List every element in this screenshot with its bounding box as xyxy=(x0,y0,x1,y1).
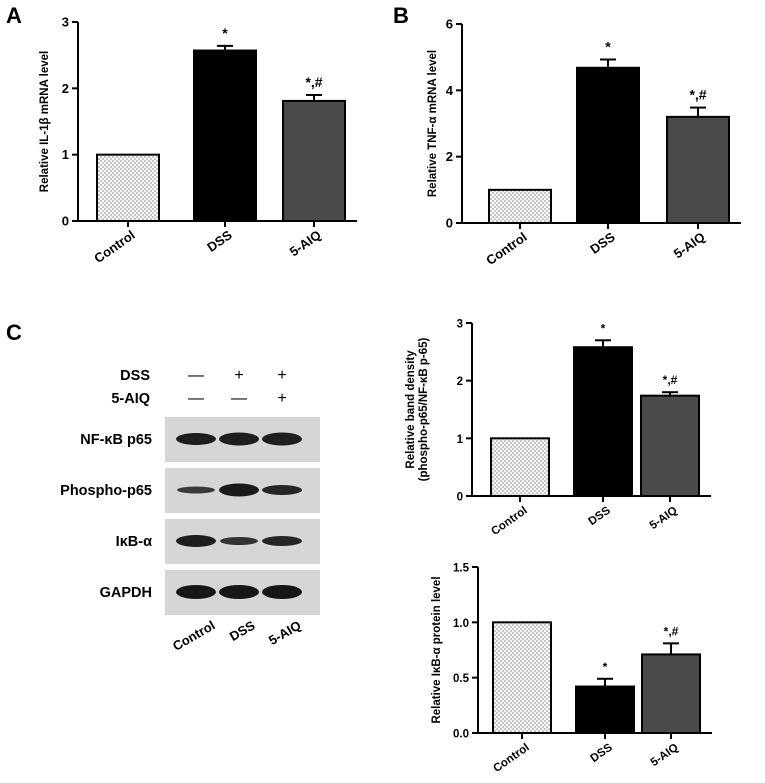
band xyxy=(176,433,216,445)
band xyxy=(262,432,302,446)
bar-dss xyxy=(193,49,257,223)
x-tick-label: Control xyxy=(489,505,529,538)
bar-control xyxy=(490,437,550,498)
significance-mark: *,# xyxy=(305,74,322,90)
band-label-nfkb: NF-κB p65 xyxy=(80,432,152,448)
band xyxy=(220,537,258,545)
x-tick-label: 5-AIQ xyxy=(649,742,681,769)
significance-mark: * xyxy=(605,38,611,54)
band-label-ikba: IκB-α xyxy=(116,534,152,550)
band xyxy=(176,535,216,547)
x-tick-label: Control xyxy=(483,229,529,268)
sign-5aiq-dss: — xyxy=(231,390,247,407)
y-axis-label: Relative TNF-α mRNA level xyxy=(427,50,439,197)
bar-5-aiq xyxy=(282,99,346,222)
y-tick-label: 1 xyxy=(62,147,69,162)
bar-control xyxy=(492,621,552,734)
x-tick-label: 5-AIQ xyxy=(648,505,680,532)
bar-control xyxy=(96,153,160,223)
chart-tnfa: 0 2 4 6 Relative TNF-α mRNA level Control * DSS… xyxy=(427,17,741,268)
panel-letter-c: C xyxy=(6,320,22,345)
sign-dss-5aiq: + xyxy=(277,367,286,384)
sign-dss-dss: + xyxy=(234,367,243,384)
y-tick-label: 6 xyxy=(446,17,453,32)
band-label-phospho: Phospho-p65 xyxy=(60,483,152,499)
x-tick-label: DSS xyxy=(586,504,613,528)
x-tick-label: Control xyxy=(491,742,531,775)
significance-mark: * xyxy=(603,660,608,674)
y-axis-label: Relative IκB-α protein level xyxy=(431,576,443,723)
band xyxy=(219,432,259,446)
bar-5-aiq xyxy=(641,653,701,735)
y-tick-label: 1.5 xyxy=(453,563,470,575)
x-tick-label: 5-AIQ xyxy=(671,229,708,261)
panel-letter-a: A xyxy=(6,3,22,28)
sign-5aiq-5aiq: + xyxy=(277,390,286,407)
band xyxy=(219,483,259,497)
y-tick-label: 4 xyxy=(446,83,454,98)
bar-5-aiq xyxy=(640,394,700,497)
sign-5aiq-control: — xyxy=(188,390,204,407)
band xyxy=(262,585,302,599)
y-axis-label-line2: (phospho-p65/NF-κB p-65) xyxy=(418,337,430,481)
y-axis-label: Relative IL-1β mRNA level xyxy=(39,51,51,192)
band xyxy=(219,585,259,599)
bar-control xyxy=(488,188,552,224)
y-tick-label: 3 xyxy=(457,319,463,331)
y-tick-label: 1.0 xyxy=(453,618,469,630)
y-tick-label: 0 xyxy=(457,492,463,504)
treatment-label-dss: DSS xyxy=(120,368,150,384)
y-tick-label: 2 xyxy=(62,81,69,96)
y-tick-label: 0.5 xyxy=(453,673,470,685)
x-tick-label: DSS xyxy=(588,741,615,765)
band xyxy=(262,485,302,495)
bar-5-aiq xyxy=(666,115,730,224)
chart-ikba-protein: 0.0 0.5 1.0 1.5 Relative IκB-α protein level… xyxy=(431,563,712,775)
chart-band-density: 0 1 2 3 Relative band density (phospho-p65/NF… xyxy=(405,319,711,538)
significance-mark: * xyxy=(601,321,606,335)
chart-il1b: 0 1 2 3 Relative IL-1β mRNA level Control * DSS… xyxy=(39,15,357,266)
bar-dss xyxy=(576,66,640,224)
x-tick-label: DSS xyxy=(204,227,235,255)
x-tick-label: 5-AIQ xyxy=(287,227,324,259)
y-tick-label: 3 xyxy=(62,15,69,30)
y-tick-label: 2 xyxy=(446,149,453,164)
band xyxy=(262,536,302,546)
western-blot: DSS 5-AIQ — + + — — + NF-κB p65 Phospho-… xyxy=(60,367,320,654)
band xyxy=(176,585,216,599)
sign-dss-control: — xyxy=(188,367,204,384)
band xyxy=(177,486,215,494)
x-tick-label: Control xyxy=(91,227,137,266)
lane-label-dss: DSS xyxy=(227,617,258,644)
treatment-label-5aiq: 5-AIQ xyxy=(111,391,150,407)
significance-mark: *,# xyxy=(663,373,678,387)
bar-dss xyxy=(573,346,633,497)
lane-label-5aiq: 5-AIQ xyxy=(266,618,304,648)
significance-mark: *,# xyxy=(664,624,679,638)
significance-mark: *,# xyxy=(689,87,706,103)
y-tick-label: 0 xyxy=(446,216,453,231)
y-tick-label: 0 xyxy=(62,214,69,229)
panel-letter-b: B xyxy=(393,3,409,28)
y-axis-label: Relative band density xyxy=(405,350,417,469)
bar-dss xyxy=(575,685,635,735)
y-tick-label: 1 xyxy=(457,434,464,446)
band-label-gapdh: GAPDH xyxy=(100,585,152,601)
x-tick-label: DSS xyxy=(587,229,618,257)
significance-mark: * xyxy=(222,25,228,41)
y-tick-label: 0.0 xyxy=(453,729,469,741)
lane-label-control: Control xyxy=(170,618,218,654)
y-tick-label: 2 xyxy=(457,376,463,388)
